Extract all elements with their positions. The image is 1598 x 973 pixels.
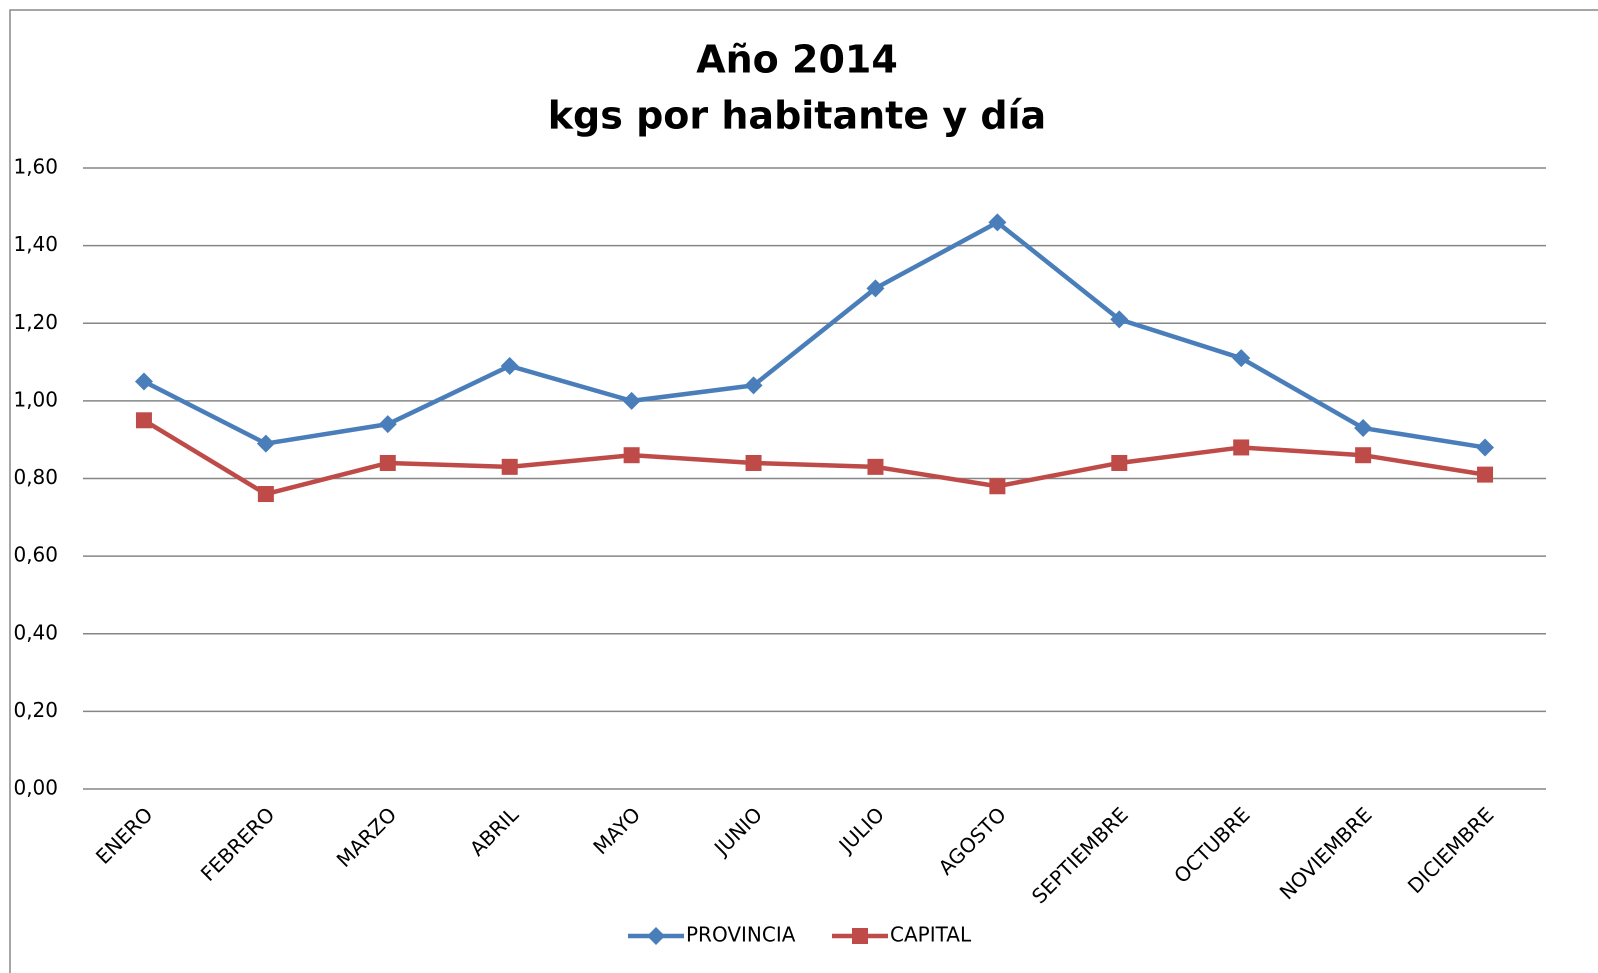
series-line bbox=[142, 220, 1486, 450]
y-tick-label: 1,00 bbox=[13, 387, 58, 411]
legend-marker bbox=[647, 927, 665, 945]
marker bbox=[1476, 438, 1495, 457]
marker bbox=[744, 376, 763, 395]
marker bbox=[1111, 454, 1128, 471]
legend-marker bbox=[852, 928, 868, 944]
y-tick-label: 1,60 bbox=[13, 155, 58, 179]
series-line bbox=[142, 418, 1486, 497]
y-tick-label: 0,20 bbox=[13, 698, 58, 722]
legend-label: PROVINCIA bbox=[686, 923, 796, 947]
marker bbox=[379, 454, 396, 471]
marker bbox=[866, 279, 885, 298]
marker bbox=[1354, 419, 1373, 438]
y-tick-label: 1,40 bbox=[13, 232, 58, 256]
marker bbox=[989, 478, 1006, 495]
y-tick-label: 0,40 bbox=[13, 620, 58, 644]
marker bbox=[1477, 466, 1494, 483]
marker bbox=[867, 458, 884, 475]
marker bbox=[988, 213, 1007, 232]
marker bbox=[1355, 447, 1372, 464]
marker bbox=[378, 415, 397, 434]
marker bbox=[745, 454, 762, 471]
marker bbox=[1232, 349, 1251, 368]
y-tick-label: 0,00 bbox=[13, 776, 58, 800]
marker bbox=[501, 458, 518, 475]
y-tick-label: 0,80 bbox=[13, 465, 58, 489]
marker bbox=[622, 391, 641, 410]
marker bbox=[257, 486, 274, 503]
chart-subtitle: kgs por habitante y día bbox=[548, 94, 1046, 138]
marker bbox=[1110, 310, 1129, 329]
marker bbox=[1233, 439, 1250, 456]
marker bbox=[135, 412, 152, 429]
chart-title: Año 2014 bbox=[696, 38, 898, 82]
legend-label: CAPITAL bbox=[890, 923, 972, 947]
marker bbox=[500, 356, 519, 375]
y-tick-label: 0,60 bbox=[13, 543, 58, 567]
y-tick-label: 1,20 bbox=[13, 310, 58, 334]
marker bbox=[623, 447, 640, 464]
marker bbox=[256, 434, 275, 453]
marker bbox=[134, 372, 153, 391]
